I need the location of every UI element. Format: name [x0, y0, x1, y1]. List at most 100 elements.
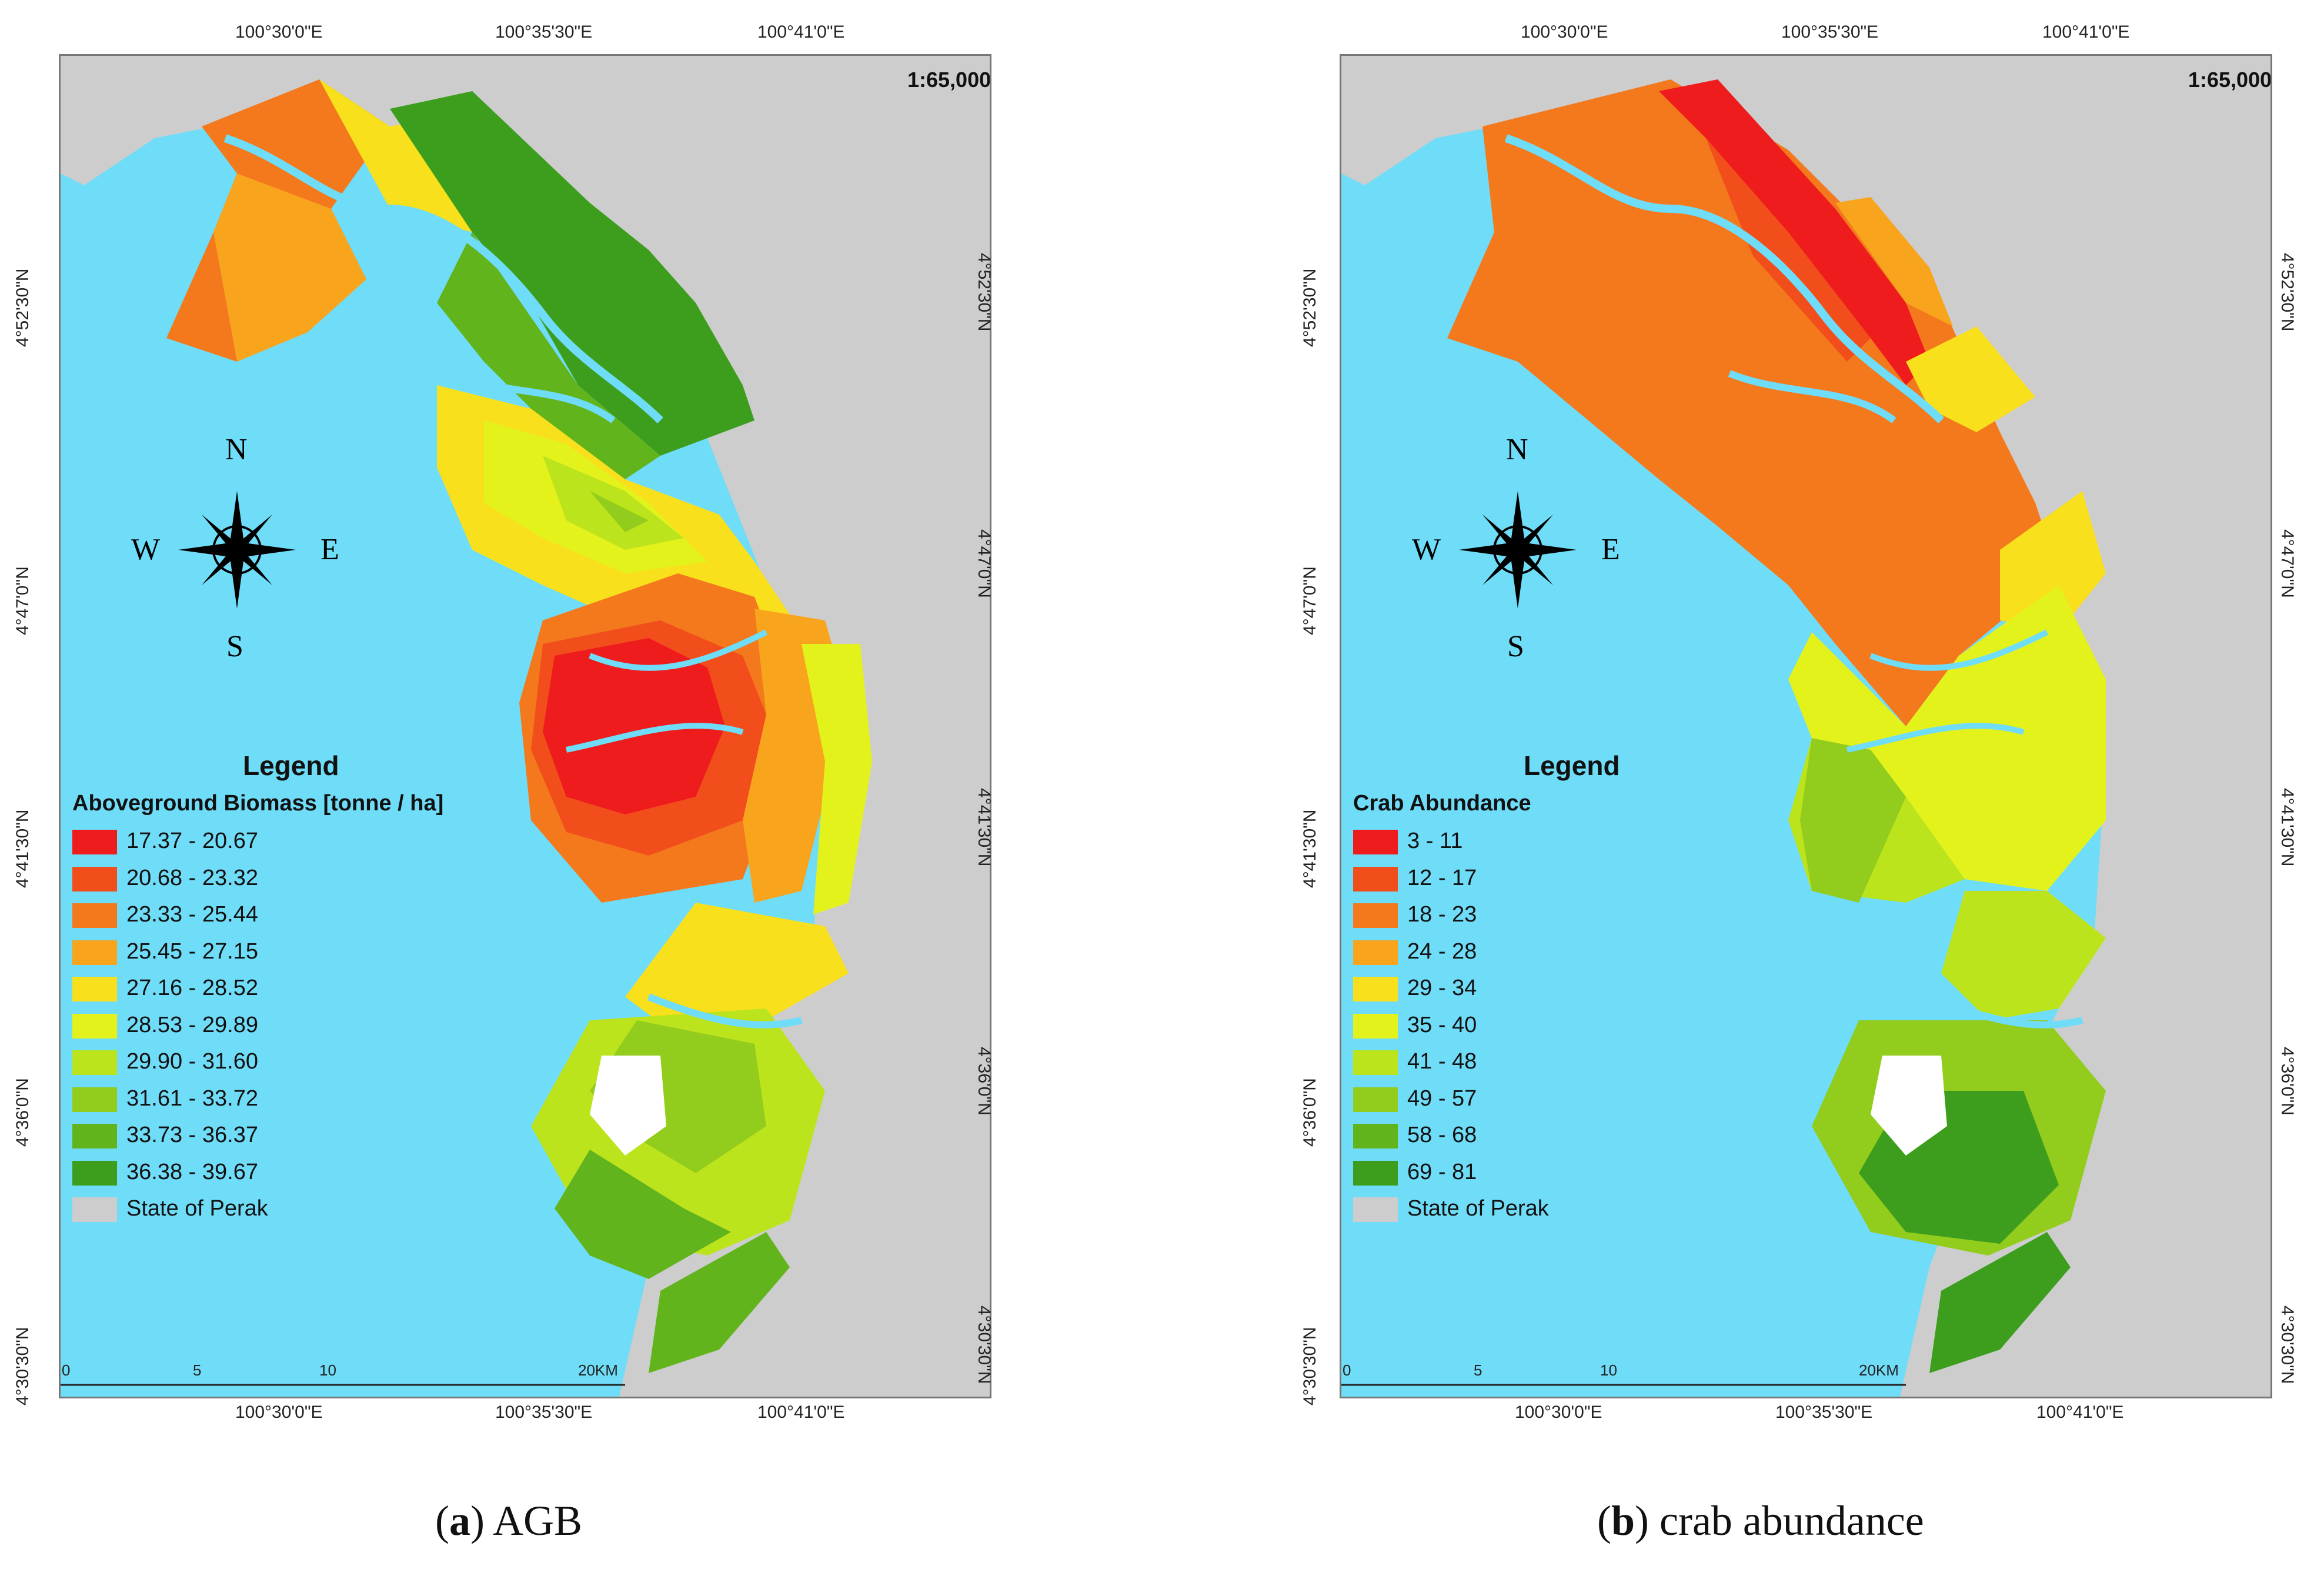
legend-row: 24 - 28 — [1353, 936, 1824, 973]
legend-label: 69 - 81 — [1407, 1159, 1477, 1184]
coord-right-3: 4°41'30"N — [974, 788, 994, 867]
scale-tick: 5 — [1474, 1361, 1482, 1379]
legend-swatch — [1353, 1013, 1398, 1039]
map-panel-crab: 100°30'0"E 100°35'30"E 100°41'0"E 1:6 — [1162, 0, 2324, 1576]
compass-star-icon — [1459, 491, 1577, 609]
legend-swatch — [1353, 1124, 1398, 1148]
coord-right-5: 4°30'30"N — [974, 1305, 994, 1384]
caption-agb: (a) AGB — [435, 1497, 583, 1544]
legend-swatch — [1353, 903, 1398, 928]
legend-row: 23.33 - 25.44 — [72, 899, 543, 936]
coord-left-2: 4°47'0"N — [13, 566, 32, 635]
legend-swatch — [72, 977, 117, 1001]
coord-left-3: 4°41'30"N — [13, 809, 32, 888]
legend-label: 33.73 - 36.37 — [126, 1123, 258, 1147]
legend-row: 29.90 - 31.60 — [72, 1046, 543, 1083]
legend-label: 3 - 11 — [1407, 829, 1463, 853]
legend-heading: Legend — [1524, 750, 1620, 781]
legend-label: 31.61 - 33.72 — [126, 1086, 258, 1111]
coord-bottom-2: 100°35'30"E — [495, 1403, 593, 1422]
coord-right-2: 4°47'0"N — [2278, 529, 2297, 598]
legend-swatch — [1353, 830, 1398, 854]
legend-swatch — [72, 1087, 117, 1112]
map-frame-crab: 1:65,000 N S E W Legend Crab Abundance 3… — [1340, 54, 2272, 1398]
legend-label: 23.33 - 25.44 — [126, 902, 258, 927]
compass-south: S — [1507, 630, 1524, 663]
compass-north: N — [1506, 433, 1528, 466]
crab-map-graphic — [1341, 56, 2270, 1397]
coord-top-1: 100°30'0"E — [235, 22, 323, 42]
coord-top-3: 100°41'0"E — [2042, 22, 2130, 42]
legend-swatch — [72, 1124, 117, 1148]
map-panel-agb: 100°30'0"E 100°35'30"E 100°41'0"E — [13, 22, 994, 1544]
legend-swatch — [72, 1013, 117, 1039]
coord-top-3: 100°41'0"E — [757, 22, 845, 42]
coord-bottom-3: 100°41'0"E — [757, 1403, 845, 1422]
legend-label: 12 - 17 — [1407, 865, 1477, 890]
scale-tick: 20KM — [578, 1361, 618, 1379]
compass-east: E — [1601, 533, 1620, 566]
legend-swatch — [1353, 866, 1398, 891]
coord-right-1: 4°52'30"N — [974, 253, 994, 332]
scale-bar: 0 5 10 20KM — [61, 1350, 766, 1397]
legend-swatch — [1353, 1050, 1398, 1075]
legend-label: 36.38 - 39.67 — [126, 1159, 258, 1184]
map-frame-agb: 1:65,000 N S E W Legend Aboveground Biom… — [59, 54, 991, 1398]
legend-rows: 17.37 - 20.67 20.68 - 23.32 23.33 - 25.44 2… — [72, 825, 543, 1230]
coord-left-4: 4°36'0"N — [13, 1078, 32, 1147]
scale-tick: 20KM — [1859, 1361, 1899, 1379]
coord-right-4: 4°36'0"N — [2278, 1047, 2297, 1116]
legend-row: State of Perak — [72, 1193, 543, 1230]
legend-swatch — [1353, 1197, 1398, 1222]
coord-left-4: 4°36'0"N — [1300, 1078, 1320, 1147]
compass-rose: N S E W — [1412, 433, 1620, 663]
legend-row: 28.53 - 29.89 — [72, 1009, 543, 1046]
coord-top-1: 100°30'0"E — [1521, 22, 1608, 42]
coord-left-2: 4°47'0"N — [1300, 566, 1320, 635]
legend-row: State of Perak — [1353, 1193, 1824, 1230]
legend-label: 17.37 - 20.67 — [126, 829, 258, 853]
legend-label: 49 - 57 — [1407, 1086, 1477, 1111]
caption-text: AGB — [493, 1497, 583, 1544]
legend-swatch — [1353, 1160, 1398, 1186]
scale-ratio: 1:65,000 — [907, 68, 991, 92]
coord-left-1: 4°52'30"N — [13, 268, 32, 347]
scale-tick: 10 — [319, 1361, 336, 1379]
legend-row: 12 - 17 — [1353, 862, 1824, 899]
legend-label: 25.45 - 27.15 — [126, 939, 258, 964]
legend-label: 35 - 40 — [1407, 1012, 1477, 1037]
legend-label: 29.90 - 31.60 — [126, 1049, 258, 1074]
legend-swatch — [72, 1160, 117, 1186]
legend-swatch — [1353, 940, 1398, 965]
legend-row: 49 - 57 — [1353, 1083, 1824, 1120]
compass-west: W — [1412, 533, 1441, 566]
scale-tick: 0 — [62, 1361, 71, 1379]
legend-swatch — [72, 940, 117, 965]
legend-title: Aboveground Biomass [tonne / ha] — [72, 791, 444, 816]
legend-label: 58 - 68 — [1407, 1123, 1477, 1147]
coord-left-5: 4°30'30"N — [1300, 1327, 1320, 1405]
legend-swatch — [72, 866, 117, 891]
caption-text: crab abundance — [1659, 1497, 1924, 1544]
legend-label: 24 - 28 — [1407, 939, 1477, 964]
legend-swatch — [1353, 1087, 1398, 1112]
legend-row: 31.61 - 33.72 — [72, 1083, 543, 1120]
scale-tick: 0 — [1343, 1361, 1351, 1379]
coord-top-2: 100°35'30"E — [495, 22, 593, 42]
legend-label: 29 - 34 — [1407, 976, 1477, 1000]
coord-left-3: 4°41'30"N — [1300, 809, 1320, 888]
legend-label: 28.53 - 29.89 — [126, 1012, 258, 1037]
coord-right-4: 4°36'0"N — [974, 1047, 994, 1116]
scale-bar: 0 5 10 20KM — [1341, 1350, 2047, 1397]
legend-label: State of Perak — [1407, 1196, 1549, 1221]
scale-bar-line — [1341, 1384, 1906, 1386]
legend-row: 35 - 40 — [1353, 1009, 1824, 1046]
coord-right-1: 4°52'30"N — [2278, 253, 2297, 332]
compass-south: S — [226, 630, 243, 663]
compass-east: E — [320, 533, 339, 566]
legend-row: 33.73 - 36.37 — [72, 1119, 543, 1156]
scale-bar-line — [61, 1384, 625, 1386]
coord-top-2: 100°35'30"E — [1781, 22, 1879, 42]
compass-rose: N S E W — [131, 433, 339, 663]
legend-row: 20.68 - 23.32 — [72, 862, 543, 899]
